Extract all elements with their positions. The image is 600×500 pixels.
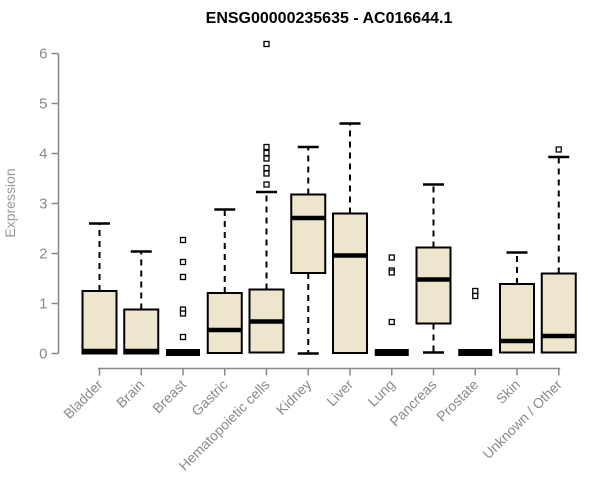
x-tick-label-breast: Breast bbox=[149, 376, 189, 416]
outlier-point bbox=[263, 40, 270, 48]
box-group-unknown-other bbox=[540, 146, 577, 354]
collapsed-box bbox=[458, 349, 493, 356]
outlier-point bbox=[263, 170, 270, 177]
box bbox=[332, 212, 368, 354]
box bbox=[415, 246, 452, 325]
outlier-point bbox=[179, 236, 187, 244]
x-tick-label-skin: Skin bbox=[493, 376, 524, 407]
outlier-point bbox=[388, 269, 395, 276]
x-tick-label-kidney: Kidney bbox=[273, 376, 315, 418]
box-group-hematopoietic-cells bbox=[248, 40, 285, 354]
box-group-liver bbox=[332, 122, 368, 354]
outlier-point bbox=[263, 143, 270, 151]
outlier-point bbox=[263, 164, 270, 172]
box-group-gastric bbox=[206, 208, 243, 354]
x-tick-label-prostate: Prostate bbox=[433, 376, 481, 424]
box-group-lung bbox=[374, 254, 409, 356]
outlier-point bbox=[179, 258, 187, 266]
box bbox=[123, 308, 160, 355]
box-group-kidney bbox=[290, 145, 327, 355]
outlier-point bbox=[263, 149, 270, 157]
y-tick-label: 3 bbox=[39, 196, 47, 213]
x-tick-label-liver: Liver bbox=[323, 376, 356, 409]
y-tick-label: 1 bbox=[39, 296, 47, 313]
outlier-point bbox=[388, 254, 395, 261]
y-tick-label: 0 bbox=[39, 346, 47, 363]
outlier-point bbox=[555, 146, 562, 153]
y-tick-label: 4 bbox=[39, 146, 47, 163]
outlier-point bbox=[179, 273, 187, 281]
box-group-brain bbox=[123, 250, 160, 355]
y-tick-label: 6 bbox=[39, 46, 47, 63]
outlier-point bbox=[472, 287, 479, 295]
box bbox=[81, 290, 118, 355]
y-tick-label: 5 bbox=[39, 96, 47, 113]
x-tick-label-brain: Brain bbox=[113, 376, 147, 410]
box-group-breast bbox=[166, 236, 200, 356]
outlier-point bbox=[263, 181, 270, 188]
box-group-skin bbox=[499, 251, 535, 354]
collapsed-box bbox=[166, 349, 200, 356]
x-tick-label-bladder: Bladder bbox=[60, 376, 106, 422]
outlier-point bbox=[263, 155, 270, 162]
chart-title: ENSG00000235635 - AC016644.1 bbox=[206, 10, 453, 27]
y-tick-label: 2 bbox=[39, 246, 47, 263]
outlier-point bbox=[179, 310, 187, 317]
box-group-prostate bbox=[458, 287, 493, 356]
box bbox=[206, 292, 243, 354]
box bbox=[290, 193, 327, 274]
outlier-point bbox=[179, 333, 187, 341]
box-group-bladder bbox=[81, 222, 118, 355]
outlier-point bbox=[388, 318, 395, 326]
box bbox=[540, 272, 577, 354]
boxes-layer bbox=[81, 40, 577, 356]
outlier-point bbox=[472, 292, 479, 300]
collapsed-box bbox=[374, 349, 409, 356]
box-group-pancreas bbox=[415, 183, 452, 354]
y-axis-title: Expression bbox=[2, 168, 18, 237]
x-tick-label-unknown-other: Unknown / Other bbox=[479, 376, 565, 462]
x-tick-label-lung: Lung bbox=[365, 376, 398, 409]
